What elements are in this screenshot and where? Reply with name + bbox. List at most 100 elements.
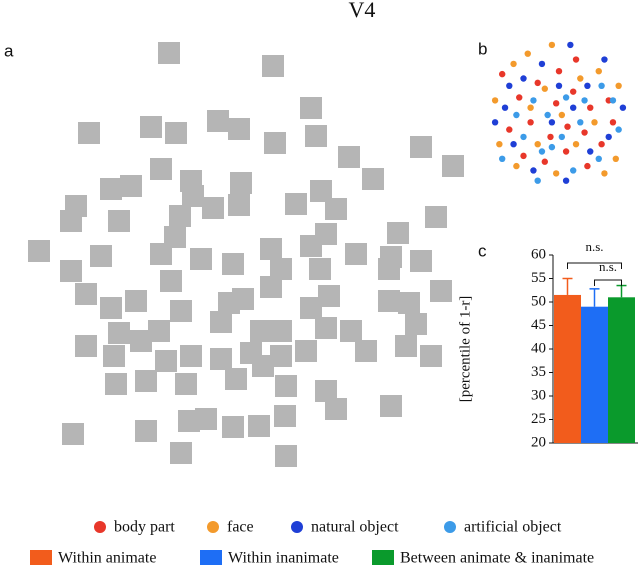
scatter-point — [552, 170, 560, 177]
image-thumbnail — [130, 330, 152, 352]
image-thumbnail — [248, 415, 270, 437]
image-thumbnail — [175, 373, 197, 395]
scatter-point — [552, 100, 560, 107]
significance-bracket — [567, 262, 622, 269]
image-thumbnail — [380, 395, 402, 417]
scatter-point — [491, 119, 499, 126]
image-thumbnail — [228, 118, 250, 140]
scatter-point — [541, 85, 548, 92]
image-thumbnail — [169, 205, 191, 227]
image-thumbnail — [170, 442, 192, 464]
scatter-point — [555, 68, 563, 75]
image-thumbnail — [75, 283, 97, 305]
scatter-point — [601, 170, 608, 177]
image-embedding — [28, 42, 464, 467]
image-thumbnail — [222, 253, 244, 275]
error-bar — [562, 277, 573, 295]
image-thumbnail — [270, 320, 292, 342]
legend-label: Between animate & inanimate — [400, 550, 594, 565]
image-thumbnail — [325, 198, 347, 220]
scatter-point — [520, 75, 527, 82]
image-thumbnail — [345, 243, 367, 265]
scatter-point — [595, 68, 602, 75]
image-thumbnail — [270, 258, 292, 280]
y-tick-label: 60 — [531, 246, 546, 262]
image-thumbnail — [430, 280, 452, 302]
scatter-point — [499, 70, 506, 78]
scatter-point — [541, 158, 548, 165]
scatter-point — [510, 60, 517, 68]
image-thumbnail — [338, 146, 360, 168]
legend-label: artificial object — [464, 519, 562, 536]
scatter-point — [548, 41, 556, 49]
scatter-point — [506, 126, 513, 133]
image-thumbnail — [378, 290, 400, 312]
scatter-point — [564, 123, 571, 130]
scatter-point — [587, 104, 594, 111]
scatter-point — [595, 155, 602, 162]
image-thumbnail — [250, 320, 272, 342]
image-thumbnail — [135, 420, 157, 442]
image-thumbnail — [395, 335, 417, 357]
scatter-point — [577, 75, 584, 82]
scatter-point — [530, 97, 537, 104]
image-thumbnail — [420, 345, 442, 367]
scatter-point — [558, 111, 566, 119]
scatter-point — [534, 177, 541, 184]
scatter-point — [496, 141, 503, 148]
scatter-point — [619, 104, 627, 111]
image-thumbnail — [230, 172, 252, 194]
scatter-point — [598, 141, 605, 148]
image-thumbnail — [315, 380, 337, 402]
image-thumbnail — [310, 180, 332, 202]
image-thumbnail — [202, 197, 224, 219]
image-thumbnail — [100, 297, 122, 319]
scatter-point — [510, 141, 517, 148]
error-bar — [616, 284, 627, 298]
scatter-point — [530, 167, 537, 174]
image-thumbnail — [309, 258, 331, 280]
scatter-point — [558, 133, 566, 141]
y-tick-label: 30 — [531, 387, 546, 403]
image-thumbnail — [285, 193, 307, 215]
image-thumbnail — [225, 368, 247, 390]
image-thumbnail — [232, 288, 254, 310]
image-thumbnail — [78, 122, 100, 144]
scatter-point — [601, 56, 608, 63]
image-thumbnail — [60, 260, 82, 282]
image-thumbnail — [275, 375, 297, 397]
image-thumbnail — [90, 245, 112, 267]
scatter-point — [516, 94, 523, 101]
image-thumbnail — [170, 300, 192, 322]
y-tick-label: 45 — [531, 317, 546, 333]
image-thumbnail — [387, 222, 409, 244]
y-tick-label: 20 — [531, 434, 546, 450]
image-thumbnail — [148, 320, 170, 342]
scatter-point — [584, 162, 591, 170]
scatter-point — [570, 167, 577, 174]
image-thumbnail — [362, 168, 384, 190]
scatter-point — [562, 94, 570, 101]
image-thumbnail — [275, 445, 297, 467]
image-thumbnail — [270, 345, 292, 367]
image-thumbnail — [195, 408, 217, 430]
image-thumbnail — [60, 210, 82, 232]
figure-title: V4 — [349, 0, 376, 22]
image-thumbnail — [295, 340, 317, 362]
image-thumbnail — [425, 206, 447, 228]
scatter-point — [491, 97, 499, 104]
image-thumbnail — [340, 320, 362, 342]
scatter-point — [527, 104, 534, 111]
scatter-point — [612, 155, 619, 162]
legend-swatch — [200, 550, 222, 565]
y-tick-label: 50 — [531, 293, 546, 309]
image-thumbnail — [150, 243, 172, 265]
image-thumbnail — [180, 345, 202, 367]
image-thumbnail — [160, 270, 182, 292]
legend-marker — [291, 521, 303, 533]
scatter-point — [615, 126, 622, 133]
scatter-point — [584, 82, 591, 90]
scatter-point — [547, 133, 554, 141]
scatter-point — [548, 143, 556, 151]
image-thumbnail — [398, 292, 420, 314]
